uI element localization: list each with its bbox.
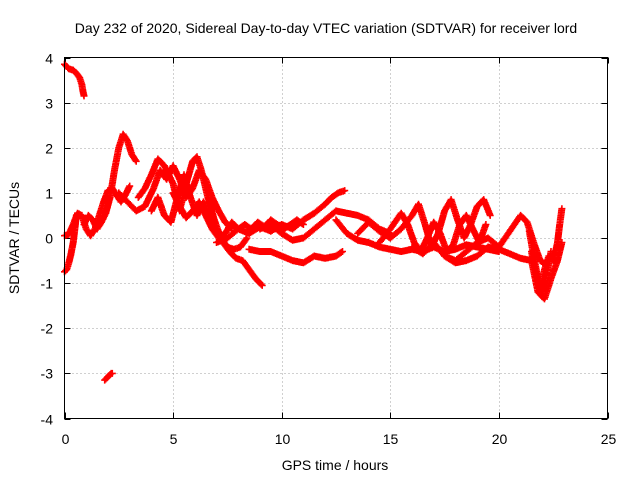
x-tick-label: 0 — [62, 431, 70, 447]
x-tick-label: 25 — [601, 431, 617, 447]
y-tick-label: -1 — [41, 276, 54, 292]
y-tick-label: 3 — [45, 96, 53, 112]
y-tick-label: 4 — [45, 51, 53, 67]
y-tick-label: 2 — [45, 141, 53, 157]
y-axis-label: SDTVAR / TECUs — [6, 182, 22, 294]
x-tick-label: 10 — [275, 431, 291, 447]
x-tick-label: 15 — [383, 431, 399, 447]
y-tick-label: -3 — [41, 366, 54, 382]
x-axis-tick-labels: 0 5 10 15 20 25 — [62, 431, 617, 447]
x-tick-label: 20 — [492, 431, 508, 447]
y-tick-label: 1 — [45, 186, 53, 202]
axis-ticks — [64, 57, 609, 420]
series-arc-05 — [101, 369, 116, 384]
data-point-markers — [80, 130, 140, 233]
y-tick-label: -2 — [41, 321, 54, 337]
data-series — [61, 60, 566, 384]
series-arc-19 — [525, 227, 555, 296]
series-arc-04 — [80, 130, 140, 233]
data-point-markers — [525, 227, 555, 296]
x-tick-label: 5 — [170, 431, 178, 447]
chart-title: Day 232 of 2020, Sidereal Day-to-day VTE… — [75, 20, 577, 36]
series-arc-11 — [245, 245, 346, 267]
data-point-markers — [101, 369, 116, 384]
y-tick-label: 0 — [45, 231, 53, 247]
grid-lines — [64, 57, 608, 419]
y-axis-tick-labels: -4 -3 -2 -1 0 1 2 3 4 — [41, 51, 54, 428]
y-tick-label: -4 — [41, 412, 54, 428]
data-point-markers — [245, 245, 346, 267]
plot-frame — [64, 57, 608, 419]
x-axis-label: GPS time / hours — [282, 457, 389, 473]
